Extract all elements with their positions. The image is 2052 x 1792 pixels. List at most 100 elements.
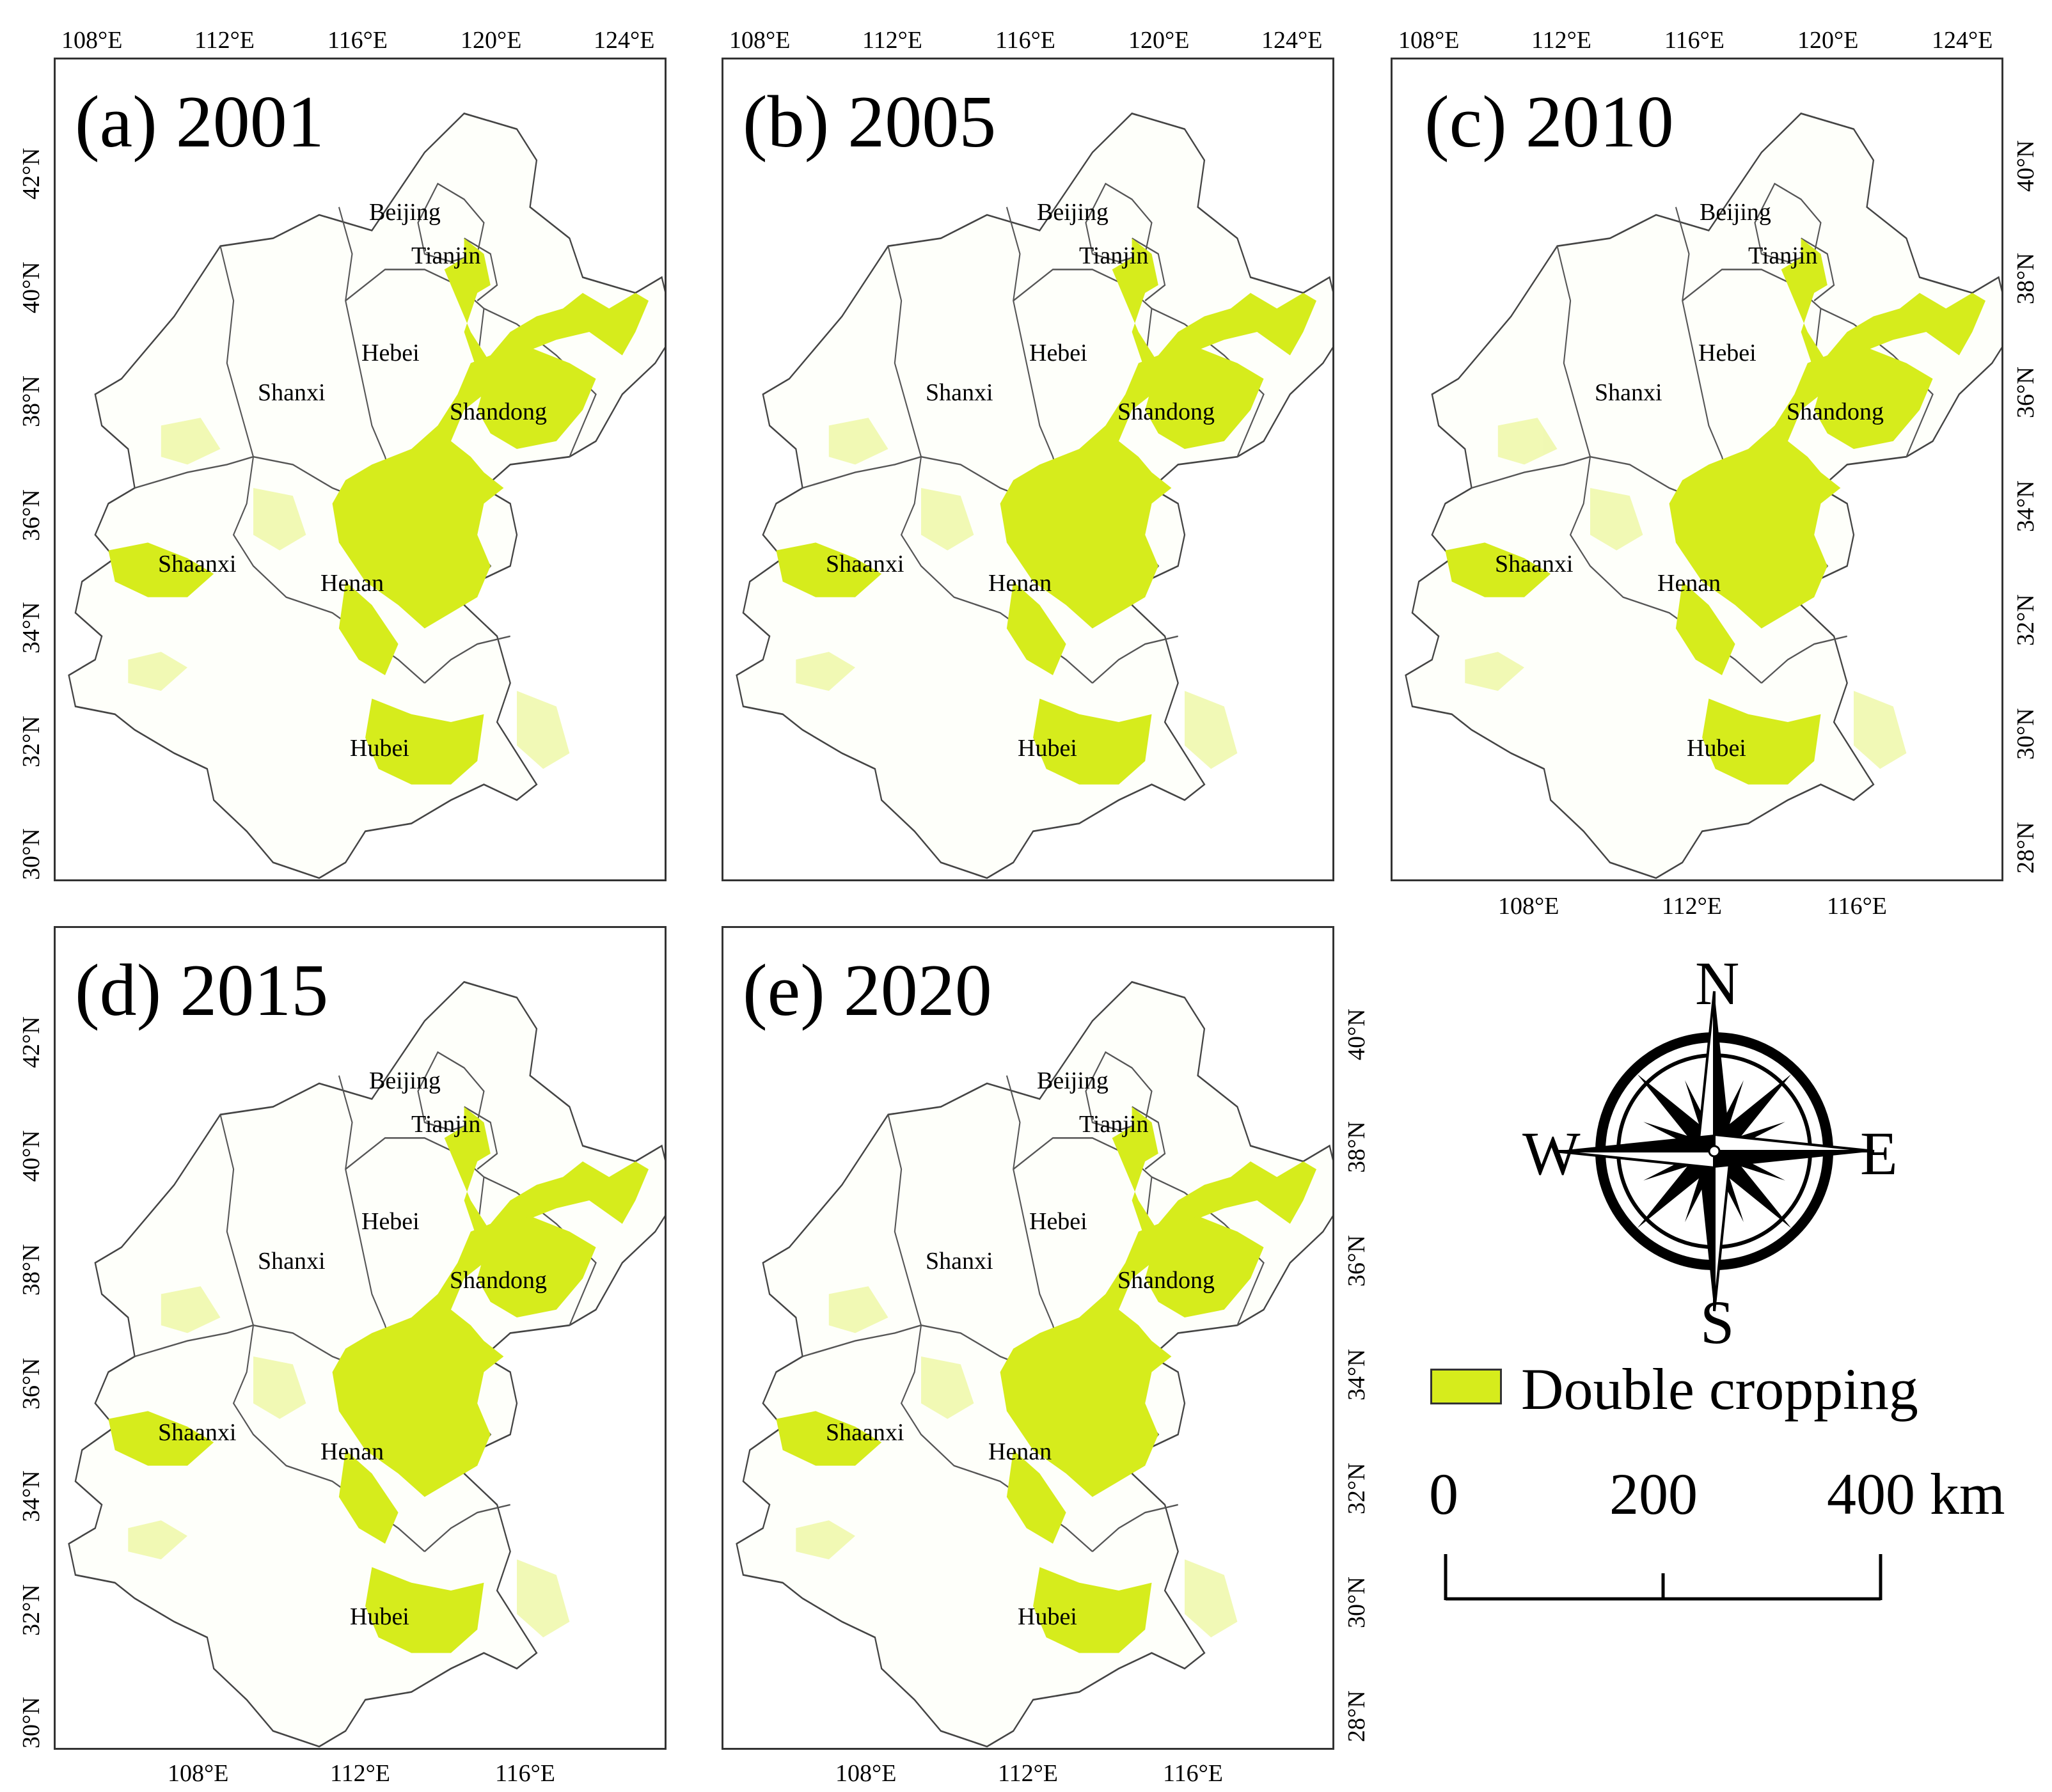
left-axis-label: 38°N: [18, 375, 45, 427]
bottom-axis-label: 112°E: [330, 1760, 390, 1787]
province-label-henan: Henan: [988, 1438, 1052, 1465]
left-axis-label: 36°N: [18, 1358, 45, 1410]
left-axis-label: 32°N: [18, 716, 45, 767]
right-axis-label: 28°N: [1343, 1690, 1370, 1742]
province-label-shandong: Shandong: [450, 1267, 547, 1294]
left-axis-label: 40°N: [18, 1130, 45, 1182]
panel-title: (d) 2015: [75, 950, 329, 1032]
left-axis-label: 38°N: [18, 1244, 45, 1296]
top-axis-label: 124°E: [1932, 27, 1993, 54]
map-frame: (a) 2001 Beijing Tianjin Hebei Shanxi Sh…: [54, 58, 667, 881]
right-axis-label: 38°N: [2012, 253, 2039, 304]
province-label-hebei: Hebei: [1029, 340, 1087, 366]
province-label-hubei: Hubei: [350, 1603, 409, 1630]
top-axis-label: 108°E: [729, 27, 791, 54]
left-axis-label: 42°N: [18, 1016, 45, 1068]
panel-title: (c) 2010: [1425, 81, 1674, 163]
top-axis-label: 112°E: [1531, 27, 1591, 54]
panel-title: (a) 2001: [75, 81, 324, 163]
province-label-shandong: Shandong: [450, 398, 547, 425]
right-axis-label: 34°N: [2012, 480, 2039, 532]
province-label-shandong: Shandong: [1117, 398, 1215, 425]
right-axis-label: 36°N: [1343, 1235, 1370, 1287]
province-label-shaanxi: Shaanxi: [158, 551, 237, 578]
province-label-shanxi: Shanxi: [258, 379, 326, 406]
panel-title: (e) 2020: [743, 950, 992, 1032]
province-label-beijing: Beijing: [1037, 199, 1109, 226]
right-axis-label: 40°N: [2012, 140, 2039, 192]
scale-bar: [1444, 1554, 1882, 1601]
right-axis-label: 38°N: [1343, 1121, 1370, 1173]
bottom-axis-label: 108°E: [168, 1760, 229, 1787]
right-axis-label: 36°N: [2012, 366, 2039, 418]
left-axis-label: 32°N: [18, 1584, 45, 1636]
top-axis-label: 116°E: [328, 27, 388, 54]
bottom-axis-label: 116°E: [1163, 1760, 1223, 1787]
province-label-hubei: Hubei: [1018, 735, 1077, 762]
legend-swatch-double-cropping: [1430, 1369, 1502, 1404]
right-axis-label: 40°N: [1343, 1009, 1370, 1060]
right-axis-label: 30°N: [2012, 708, 2039, 760]
province-label-shandong: Shandong: [1117, 1267, 1215, 1294]
right-axis-label: 28°N: [2012, 822, 2039, 874]
province-label-tianjin: Tianjin: [1079, 242, 1149, 269]
left-axis-label: 36°N: [18, 489, 45, 541]
bottom-axis-label: 112°E: [998, 1760, 1058, 1787]
province-label-henan: Henan: [320, 1438, 384, 1465]
compass-icon: [1554, 991, 1875, 1312]
province-label-henan: Henan: [988, 570, 1052, 597]
right-axis-label: 32°N: [1343, 1463, 1370, 1514]
map-frame: (b) 2005 Beijing Tianjin Hebei Shanxi Sh…: [722, 58, 1334, 881]
province-label-shanxi: Shanxi: [926, 379, 993, 406]
province-label-henan: Henan: [1657, 570, 1721, 597]
province-label-tianjin: Tianjin: [411, 242, 481, 269]
province-label-beijing: Beijing: [369, 1067, 441, 1094]
top-axis-label: 112°E: [862, 27, 922, 54]
panel-title: (b) 2005: [743, 81, 997, 163]
right-axis-label: 32°N: [2012, 594, 2039, 646]
province-label-shaanxi: Shaanxi: [158, 1419, 237, 1446]
compass-south: S: [1700, 1288, 1735, 1356]
province-label-henan: Henan: [320, 570, 384, 597]
top-axis-label: 124°E: [594, 27, 655, 54]
left-axis-label: 42°N: [18, 148, 45, 200]
right-axis-label: 30°N: [1343, 1576, 1370, 1628]
left-axis-label: 34°N: [18, 602, 45, 654]
province-label-beijing: Beijing: [1700, 199, 1771, 226]
top-axis-label: 120°E: [461, 27, 522, 54]
province-label-hebei: Hebei: [361, 340, 420, 366]
province-label-hebei: Hebei: [361, 1208, 420, 1235]
compass-east: E: [1860, 1119, 1898, 1188]
province-label-hubei: Hubei: [1018, 1603, 1077, 1630]
scale-label-0: 0: [1429, 1461, 1458, 1527]
top-axis-label: 120°E: [1128, 27, 1190, 54]
map-frame: (c) 2010 Beijing Tianjin Hebei Shanxi Sh…: [1391, 58, 2003, 881]
top-axis-label: 120°E: [1797, 27, 1859, 54]
province-label-shandong: Shandong: [1787, 398, 1884, 425]
province-label-shanxi: Shanxi: [258, 1248, 326, 1275]
province-label-hubei: Hubei: [350, 735, 409, 762]
province-label-tianjin: Tianjin: [1079, 1111, 1149, 1138]
compass-north: N: [1695, 949, 1740, 1018]
province-label-tianjin: Tianjin: [411, 1111, 481, 1138]
map-frame: (d) 2015 Beijing Tianjin Hebei Shanxi Sh…: [54, 926, 667, 1750]
province-label-beijing: Beijing: [1037, 1067, 1109, 1094]
province-label-shaanxi: Shaanxi: [826, 1419, 904, 1446]
left-axis-label: 34°N: [18, 1470, 45, 1522]
province-label-shanxi: Shanxi: [926, 1248, 993, 1275]
left-axis-label: 30°N: [18, 828, 45, 880]
province-label-tianjin: Tianjin: [1748, 242, 1818, 269]
province-label-shanxi: Shanxi: [1595, 379, 1662, 406]
left-axis-label: 30°N: [18, 1697, 45, 1749]
top-axis-label: 124°E: [1261, 27, 1323, 54]
bottom-axis-label: 112°E: [1662, 893, 1722, 920]
top-axis-label: 116°E: [995, 27, 1055, 54]
legend-label-double-cropping: Double cropping: [1521, 1356, 1918, 1422]
province-label-shaanxi: Shaanxi: [826, 551, 904, 578]
compass-west: W: [1522, 1119, 1581, 1188]
province-label-shaanxi: Shaanxi: [1495, 551, 1574, 578]
province-label-hebei: Hebei: [1029, 1208, 1087, 1235]
scale-label-200: 200: [1609, 1461, 1698, 1527]
province-label-hubei: Hubei: [1687, 735, 1746, 762]
province-label-beijing: Beijing: [369, 199, 441, 226]
